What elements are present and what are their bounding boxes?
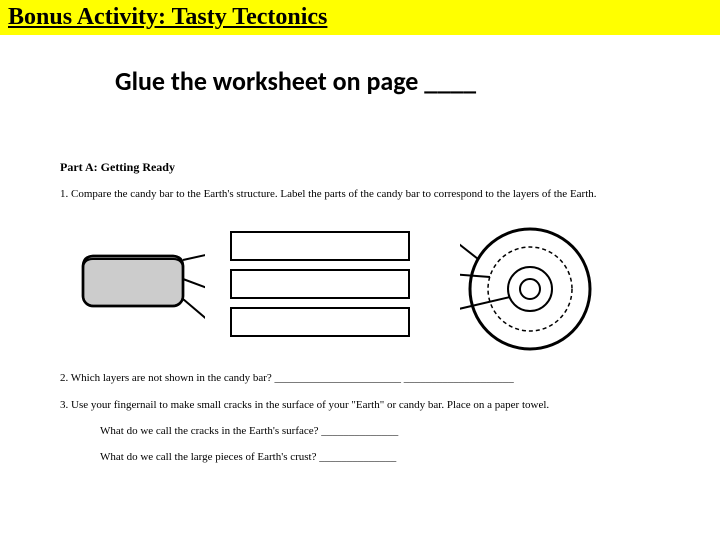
title-bar: Bonus Activity: Tasty Tectonics [0,0,720,35]
question-1: 1. Compare the candy bar to the Earth's … [60,187,660,201]
diagram-container [60,209,660,359]
earth-cross-section [460,219,600,359]
label-box-3[interactable] [230,307,410,337]
question-3: 3. Use your fingernail to make small cra… [60,398,660,412]
label-boxes [230,231,410,345]
candy-bar-side-view [75,244,205,324]
page-title: Bonus Activity: Tasty Tectonics [8,4,327,30]
question-2: 2. Which layers are not shown in the can… [60,371,660,385]
subtitle: Glue the worksheet on page ____ [115,65,720,97]
worksheet-area: Part A: Getting Ready 1. Compare the can… [60,160,660,464]
question-3a: What do we call the cracks in the Earth'… [100,424,660,438]
part-a-heading: Part A: Getting Ready [60,160,660,175]
label-box-1[interactable] [230,231,410,261]
label-box-2[interactable] [230,269,410,299]
question-3b: What do we call the large pieces of Eart… [100,450,660,464]
